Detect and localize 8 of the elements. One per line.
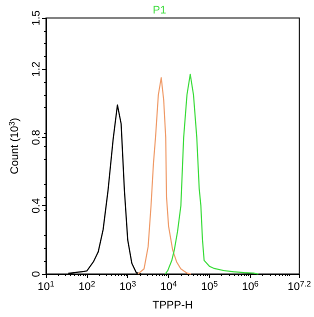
y-axis-title: Count (103) [8, 118, 21, 174]
y-tick-label: 1.5 [30, 10, 42, 26]
y-tick-label: 0.4 [30, 198, 42, 214]
x-axis-title: TPPP-H [152, 300, 193, 312]
text: P1 [152, 4, 166, 16]
y-tick-label: 0 [30, 270, 42, 278]
y-tick-label: 1.2 [30, 62, 42, 77]
y-tick-label: 0.8 [30, 130, 42, 146]
